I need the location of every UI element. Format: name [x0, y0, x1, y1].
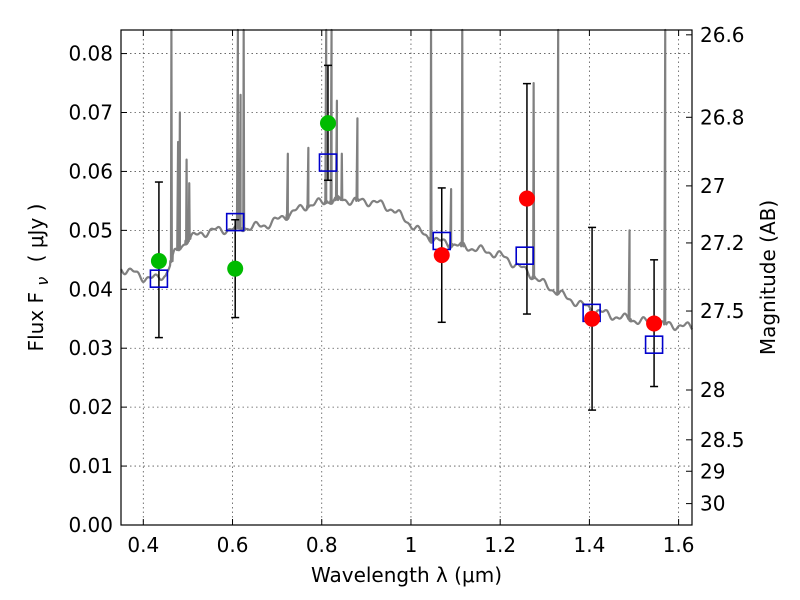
x-tick-label: 0.6 [217, 533, 249, 557]
observed-point [319, 115, 336, 132]
y-tick-label: 0.03 [68, 336, 113, 360]
axis-ticks [121, 30, 692, 526]
right-tick-label: 30 [700, 492, 725, 516]
y-tick-label: 0.07 [68, 101, 113, 125]
observed-point [646, 315, 663, 332]
right-tick-label: 28.5 [700, 428, 745, 452]
tick-labels: 0.4 0.6 0.8 1 1.2 1.4 1.6 0.00 0.01 0.02 0.03 0.04 0… [68, 23, 744, 557]
right-tick-label: 26.8 [700, 105, 745, 129]
right-tick-label: 27.5 [700, 299, 745, 323]
observed-point [584, 310, 601, 327]
observed-point [518, 190, 535, 207]
y-tick-label: 0.06 [68, 159, 113, 183]
x-axis-title: Wavelength λ (μm) [311, 563, 502, 587]
y-tick-label: 0.00 [68, 513, 113, 537]
model-point [644, 335, 664, 354]
model-point [149, 269, 169, 288]
y-axis-title-sub: ν [33, 277, 52, 286]
right-tick-label: 26.6 [700, 23, 745, 47]
y-axis-title-main: Flux F [24, 292, 48, 351]
right-tick-label: 27 [700, 174, 725, 198]
y-tick-label: 0.04 [68, 277, 113, 301]
y-axis-title: Flux F ν ( μJy ) [24, 204, 53, 352]
right-tick-label: 28 [700, 378, 725, 402]
x-tick-label: 0.4 [127, 533, 159, 557]
right-tick-label: 29 [700, 459, 725, 483]
x-tick-label: 1.4 [573, 533, 605, 557]
y-axis-title-unit: ( μJy ) [24, 204, 48, 263]
x-tick-label: 1.2 [484, 533, 516, 557]
y-tick-label: 0.01 [68, 454, 113, 478]
model-point [318, 153, 338, 172]
model-point [225, 212, 245, 232]
error-bars [154, 64, 659, 411]
x-tick-label: 1.6 [663, 533, 695, 557]
model-point [515, 246, 535, 265]
grid-lines [121, 30, 692, 526]
y-tick-label: 0.08 [68, 42, 113, 66]
observed-point [150, 253, 167, 269]
y-tick-label: 0.05 [68, 218, 113, 242]
sed-line [120, 28, 693, 332]
plot-frame [120, 29, 693, 526]
sed-spectrum [120, 28, 693, 332]
right-tick-label: 27.2 [700, 231, 745, 255]
observed-point [433, 247, 450, 264]
observed-point [227, 260, 244, 277]
observed-points [150, 115, 663, 332]
y-tick-label: 0.02 [68, 395, 113, 419]
right-axis-title: Magnitude (AB) [756, 200, 780, 355]
x-tick-label: 0.8 [306, 533, 338, 557]
x-tick-label: 1 [405, 533, 418, 557]
